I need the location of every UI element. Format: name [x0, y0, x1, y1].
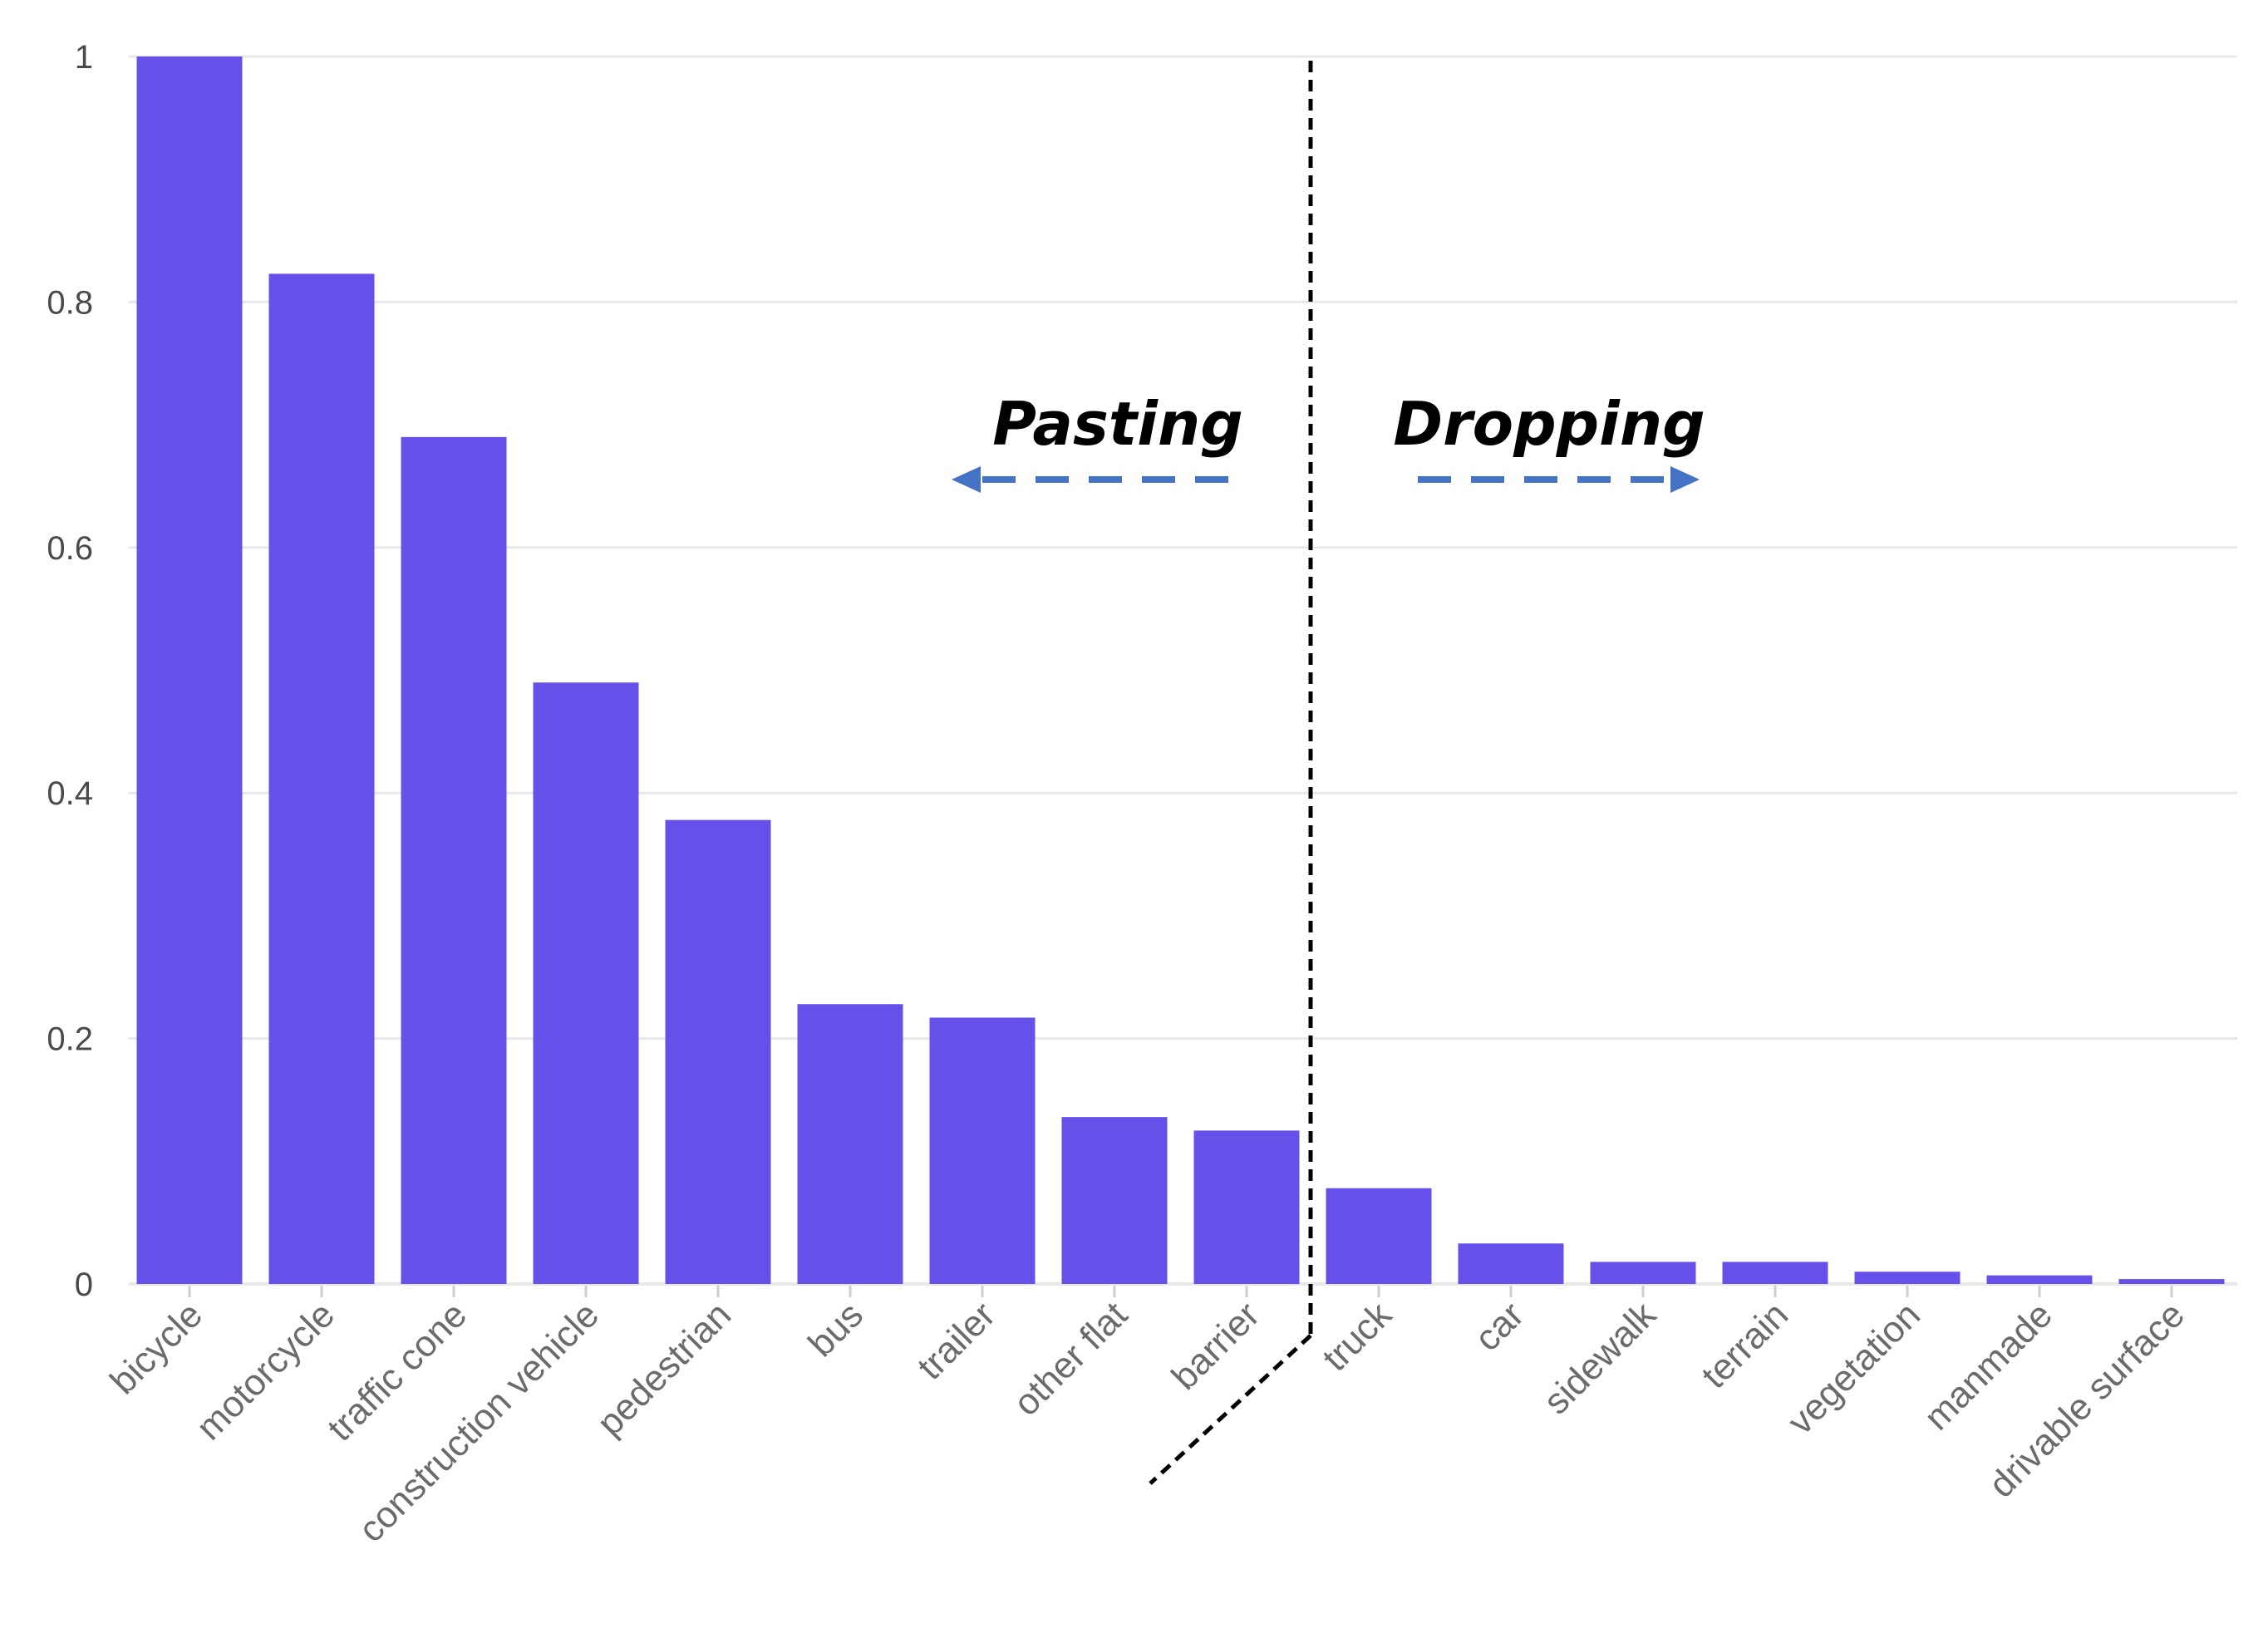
bar	[1061, 1117, 1168, 1284]
bar	[1326, 1188, 1432, 1284]
bar	[1458, 1243, 1564, 1284]
y-tick-label: 0.4	[47, 775, 93, 812]
x-tick-label: sidewalk	[1536, 1294, 1665, 1423]
pasting-label: Pasting	[992, 389, 1243, 459]
bar	[136, 57, 243, 1284]
x-tick-label: barrier	[1164, 1294, 1268, 1398]
y-tick-label: 0.2	[47, 1021, 93, 1058]
bar	[1590, 1262, 1696, 1284]
y-tick-label: 0	[75, 1267, 93, 1303]
divider-line-diagonal	[1149, 1334, 1312, 1485]
bar	[797, 1004, 903, 1284]
x-tick-label: truck	[1315, 1294, 1400, 1380]
dropping-label: Dropping	[1393, 389, 1705, 459]
x-tick-label: bus	[800, 1294, 871, 1365]
x-tick-label: construction vehicle	[351, 1294, 607, 1550]
bar	[1193, 1130, 1300, 1284]
x-tick-label: terrain	[1694, 1294, 1796, 1396]
bar	[2118, 1279, 2225, 1284]
x-tick-label: pedestrian	[589, 1294, 739, 1444]
x-tick-label: other flat	[1006, 1294, 1135, 1424]
y-axis-ticks: 0 0.2 0.4 0.6 0.8 1	[47, 39, 93, 1303]
x-tick-label: motorcycle	[189, 1294, 342, 1448]
bar	[1854, 1272, 1961, 1284]
x-tick-label: trailer	[910, 1294, 1003, 1387]
x-tick-label: manmade	[1916, 1294, 2060, 1438]
bar	[268, 273, 375, 1285]
bar	[1986, 1275, 2093, 1284]
y-tick-label: 0.6	[47, 530, 93, 567]
bar	[665, 819, 771, 1284]
pasting-arrow-head	[952, 466, 981, 493]
y-tick-label: 1	[75, 39, 93, 76]
bars	[136, 57, 2225, 1285]
x-tick-label: bicycle	[102, 1294, 210, 1402]
annotations: Pasting Dropping	[952, 61, 1705, 1485]
dropping-arrow-head	[1670, 466, 1700, 493]
y-tick-label: 0.8	[47, 284, 93, 321]
bar	[1722, 1262, 1828, 1284]
bar	[533, 682, 639, 1284]
x-tick-label: vegetation	[1780, 1294, 1928, 1442]
bar	[401, 436, 507, 1284]
bar	[929, 1017, 1036, 1284]
x-tick-label: car	[1467, 1294, 1532, 1359]
